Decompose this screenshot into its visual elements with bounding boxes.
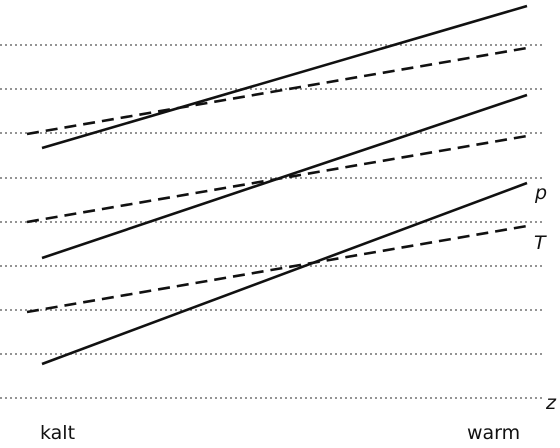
pressure-lines <box>41 4 528 366</box>
right-label: warm <box>467 422 520 444</box>
pressure-label: p <box>534 182 547 204</box>
dashed-line <box>26 134 528 224</box>
dashed-line <box>26 46 528 136</box>
left-label: kalt <box>40 422 75 444</box>
solid-line <box>41 181 528 366</box>
temperature-lines <box>26 46 528 314</box>
dashed-line <box>26 224 528 314</box>
reference-lines <box>0 44 545 399</box>
solid-line <box>41 4 528 150</box>
temperature-label: T <box>534 232 547 254</box>
solid-line <box>41 93 528 260</box>
axis-label: z <box>545 392 557 414</box>
